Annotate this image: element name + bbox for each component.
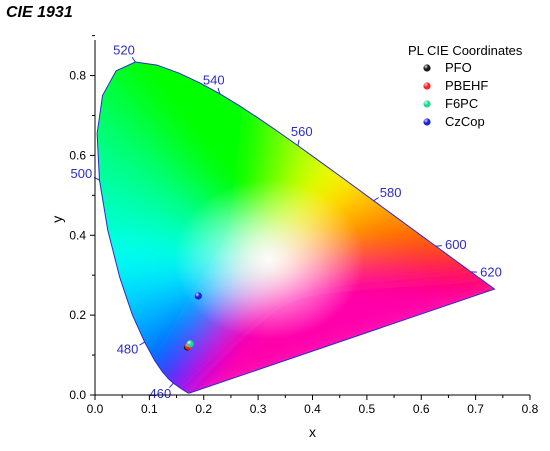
axes: 0.0 0.1 0.2 0.3 0.4 0.5 0.6 0.7 0.8 0.0 0.2 0.4 0.6… xyxy=(49,35,539,440)
wavelength-tick xyxy=(435,245,442,247)
wavelength-label: 460 xyxy=(150,386,172,401)
x-tick-label: 0.3 xyxy=(250,402,267,416)
x-tick-label: 0.0 xyxy=(87,402,104,416)
wavelength-tick xyxy=(217,87,221,94)
wavelength-label: 520 xyxy=(113,43,135,58)
wavelength-label: 540 xyxy=(203,72,225,87)
legend-label-czcop: CzCop xyxy=(445,114,485,129)
y-ticks: 0.0 0.2 0.4 0.6 0.8 xyxy=(69,35,95,402)
x-tick-label: 0.8 xyxy=(522,402,539,416)
x-tick-label: 0.7 xyxy=(467,402,484,416)
wavelength-label: 560 xyxy=(291,124,313,139)
legend-label-pbehf: PBEHF xyxy=(445,78,488,93)
legend-label-f6pc: F6PC xyxy=(445,96,478,111)
wavelength-label: 620 xyxy=(480,265,502,280)
y-tick-label: 0.2 xyxy=(69,308,86,322)
x-tick-label: 0.1 xyxy=(141,402,158,416)
legend: PL CIE Coordinates PFO PBEHF F6PC CzCop xyxy=(408,43,523,129)
wavelength-tick xyxy=(169,382,174,389)
chart-title: CIE 1931 xyxy=(6,4,73,21)
legend-marker-highlight xyxy=(423,100,431,108)
data-point-highlight xyxy=(186,340,194,348)
data-points xyxy=(183,292,202,351)
legend-marker-highlight xyxy=(423,82,431,90)
legend-marker-highlight xyxy=(423,64,431,72)
wavelength-label: 600 xyxy=(445,237,467,252)
legend-label-pfo: PFO xyxy=(445,60,472,75)
x-tick-label: 0.2 xyxy=(195,402,212,416)
x-tick-label: 0.5 xyxy=(359,402,376,416)
legend-title: PL CIE Coordinates xyxy=(408,43,523,58)
y-tick-label: 0.0 xyxy=(69,388,86,402)
wavelength-label: 480 xyxy=(117,341,139,356)
x-tick-label: 0.6 xyxy=(413,402,430,416)
spectral-locus-line xyxy=(96,61,496,394)
y-tick-label: 0.6 xyxy=(69,148,86,162)
wavelength-tick xyxy=(297,139,300,146)
wavelength-tick xyxy=(139,341,145,346)
wavelength-label: 580 xyxy=(380,185,402,200)
x-axis-label: x xyxy=(309,424,316,440)
wavelength-tick xyxy=(131,56,136,63)
data-point-highlight xyxy=(194,292,202,300)
x-tick-label: 0.4 xyxy=(304,402,321,416)
y-axis-label: y xyxy=(49,216,65,223)
legend-marker-highlight xyxy=(423,118,431,126)
y-tick-label: 0.8 xyxy=(69,69,86,83)
gamut-fill xyxy=(97,62,495,394)
wavelength-tick xyxy=(373,197,380,202)
wavelength-label: 500 xyxy=(71,166,93,181)
x-ticks: 0.0 0.1 0.2 0.3 0.4 0.5 0.6 0.7 0.8 xyxy=(87,395,539,416)
y-tick-label: 0.4 xyxy=(69,228,86,242)
wavelength-labels: 460 480 500 520 540 560 580 600 620 xyxy=(71,43,502,401)
